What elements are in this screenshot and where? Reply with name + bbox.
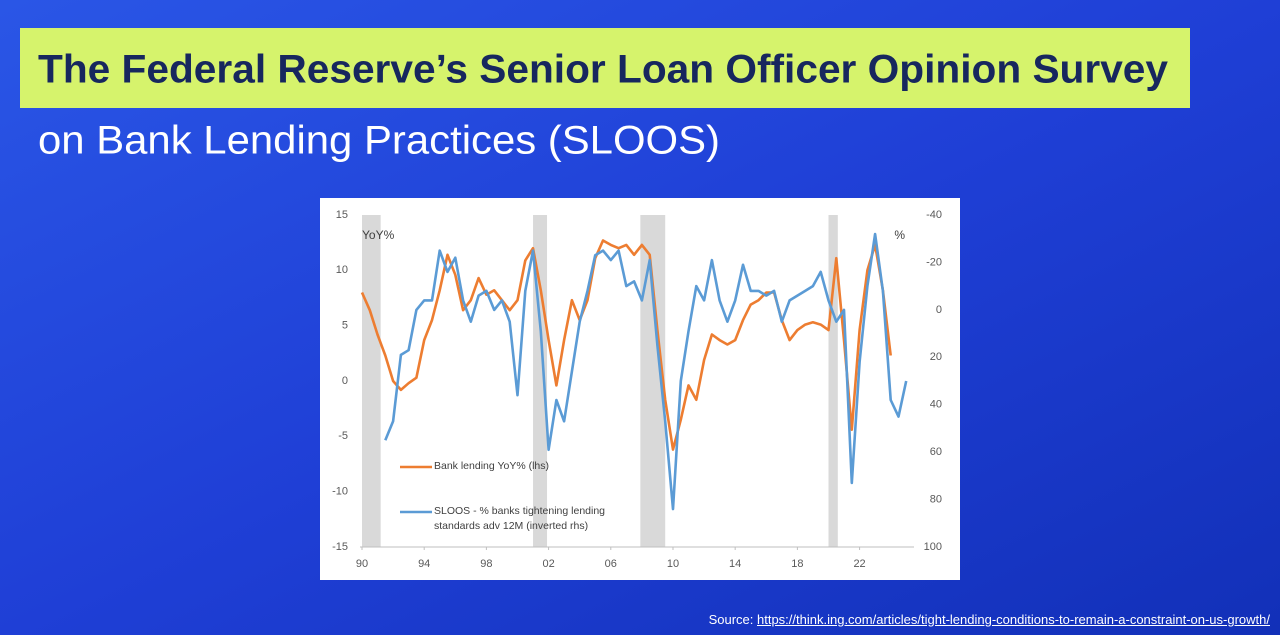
y2-tick-label: 40	[930, 399, 942, 411]
y-axis-label: YoY%	[362, 228, 395, 242]
x-tick-label: 10	[667, 558, 679, 570]
y-tick-label: 5	[342, 320, 348, 332]
x-tick-label: 18	[791, 558, 803, 570]
series-line	[384, 232, 908, 511]
legend-label: Bank lending YoY% (lhs)	[434, 460, 549, 472]
chart-panel	[320, 198, 960, 580]
y-tick-label: 10	[336, 264, 348, 276]
y-tick-label: -5	[338, 430, 348, 442]
x-tick-label: 06	[605, 558, 617, 570]
y2-tick-label: 60	[930, 446, 942, 458]
y2-tick-label: 0	[936, 304, 942, 316]
source-line: Source: https://think.ing.com/articles/t…	[0, 612, 1270, 627]
y-tick-label: -10	[332, 486, 348, 498]
shaded-period	[362, 215, 381, 547]
title-highlight	[20, 28, 1190, 108]
shaded-period	[828, 215, 838, 547]
x-tick-label: 94	[418, 558, 430, 570]
x-tick-label: 90	[356, 558, 368, 570]
x-tick-label: 02	[542, 558, 554, 570]
plot: -15 -10 -5 0 5 10 15 -40 -20 0 20 40 60 80 100 90 94 98 02…	[332, 209, 942, 570]
y2-tick-label: 20	[930, 351, 942, 363]
legend-label: SLOOS - % banks tightening lending stand…	[434, 505, 606, 532]
legend-entry: SLOOS - % banks tightening lending stand…	[434, 505, 606, 532]
legend-entry: Bank lending YoY% (lhs)	[434, 460, 549, 472]
source-label: Source:	[708, 612, 754, 627]
y-tick-label: 0	[342, 375, 348, 387]
y-tick-label: 15	[336, 209, 348, 221]
y-tick-label: -15	[332, 541, 348, 553]
y2-tick-label: -40	[926, 209, 942, 221]
x-tick-label: 14	[729, 558, 741, 570]
y2-tick-label: 100	[924, 541, 942, 553]
subtitle: on Bank Lending Practices (SLOOS)	[38, 119, 720, 163]
y2-tick-label: -20	[926, 256, 942, 268]
source-link[interactable]: https://think.ing.com/articles/tight-len…	[757, 612, 1270, 627]
series-line	[360, 239, 892, 451]
x-tick-label: 98	[480, 558, 492, 570]
y2-axis-label: %	[894, 228, 905, 242]
y2-tick-label: 80	[930, 493, 942, 505]
title: The Federal Reserve’s Senior Loan Office…	[38, 48, 1169, 92]
x-tick-label: 22	[853, 558, 865, 570]
